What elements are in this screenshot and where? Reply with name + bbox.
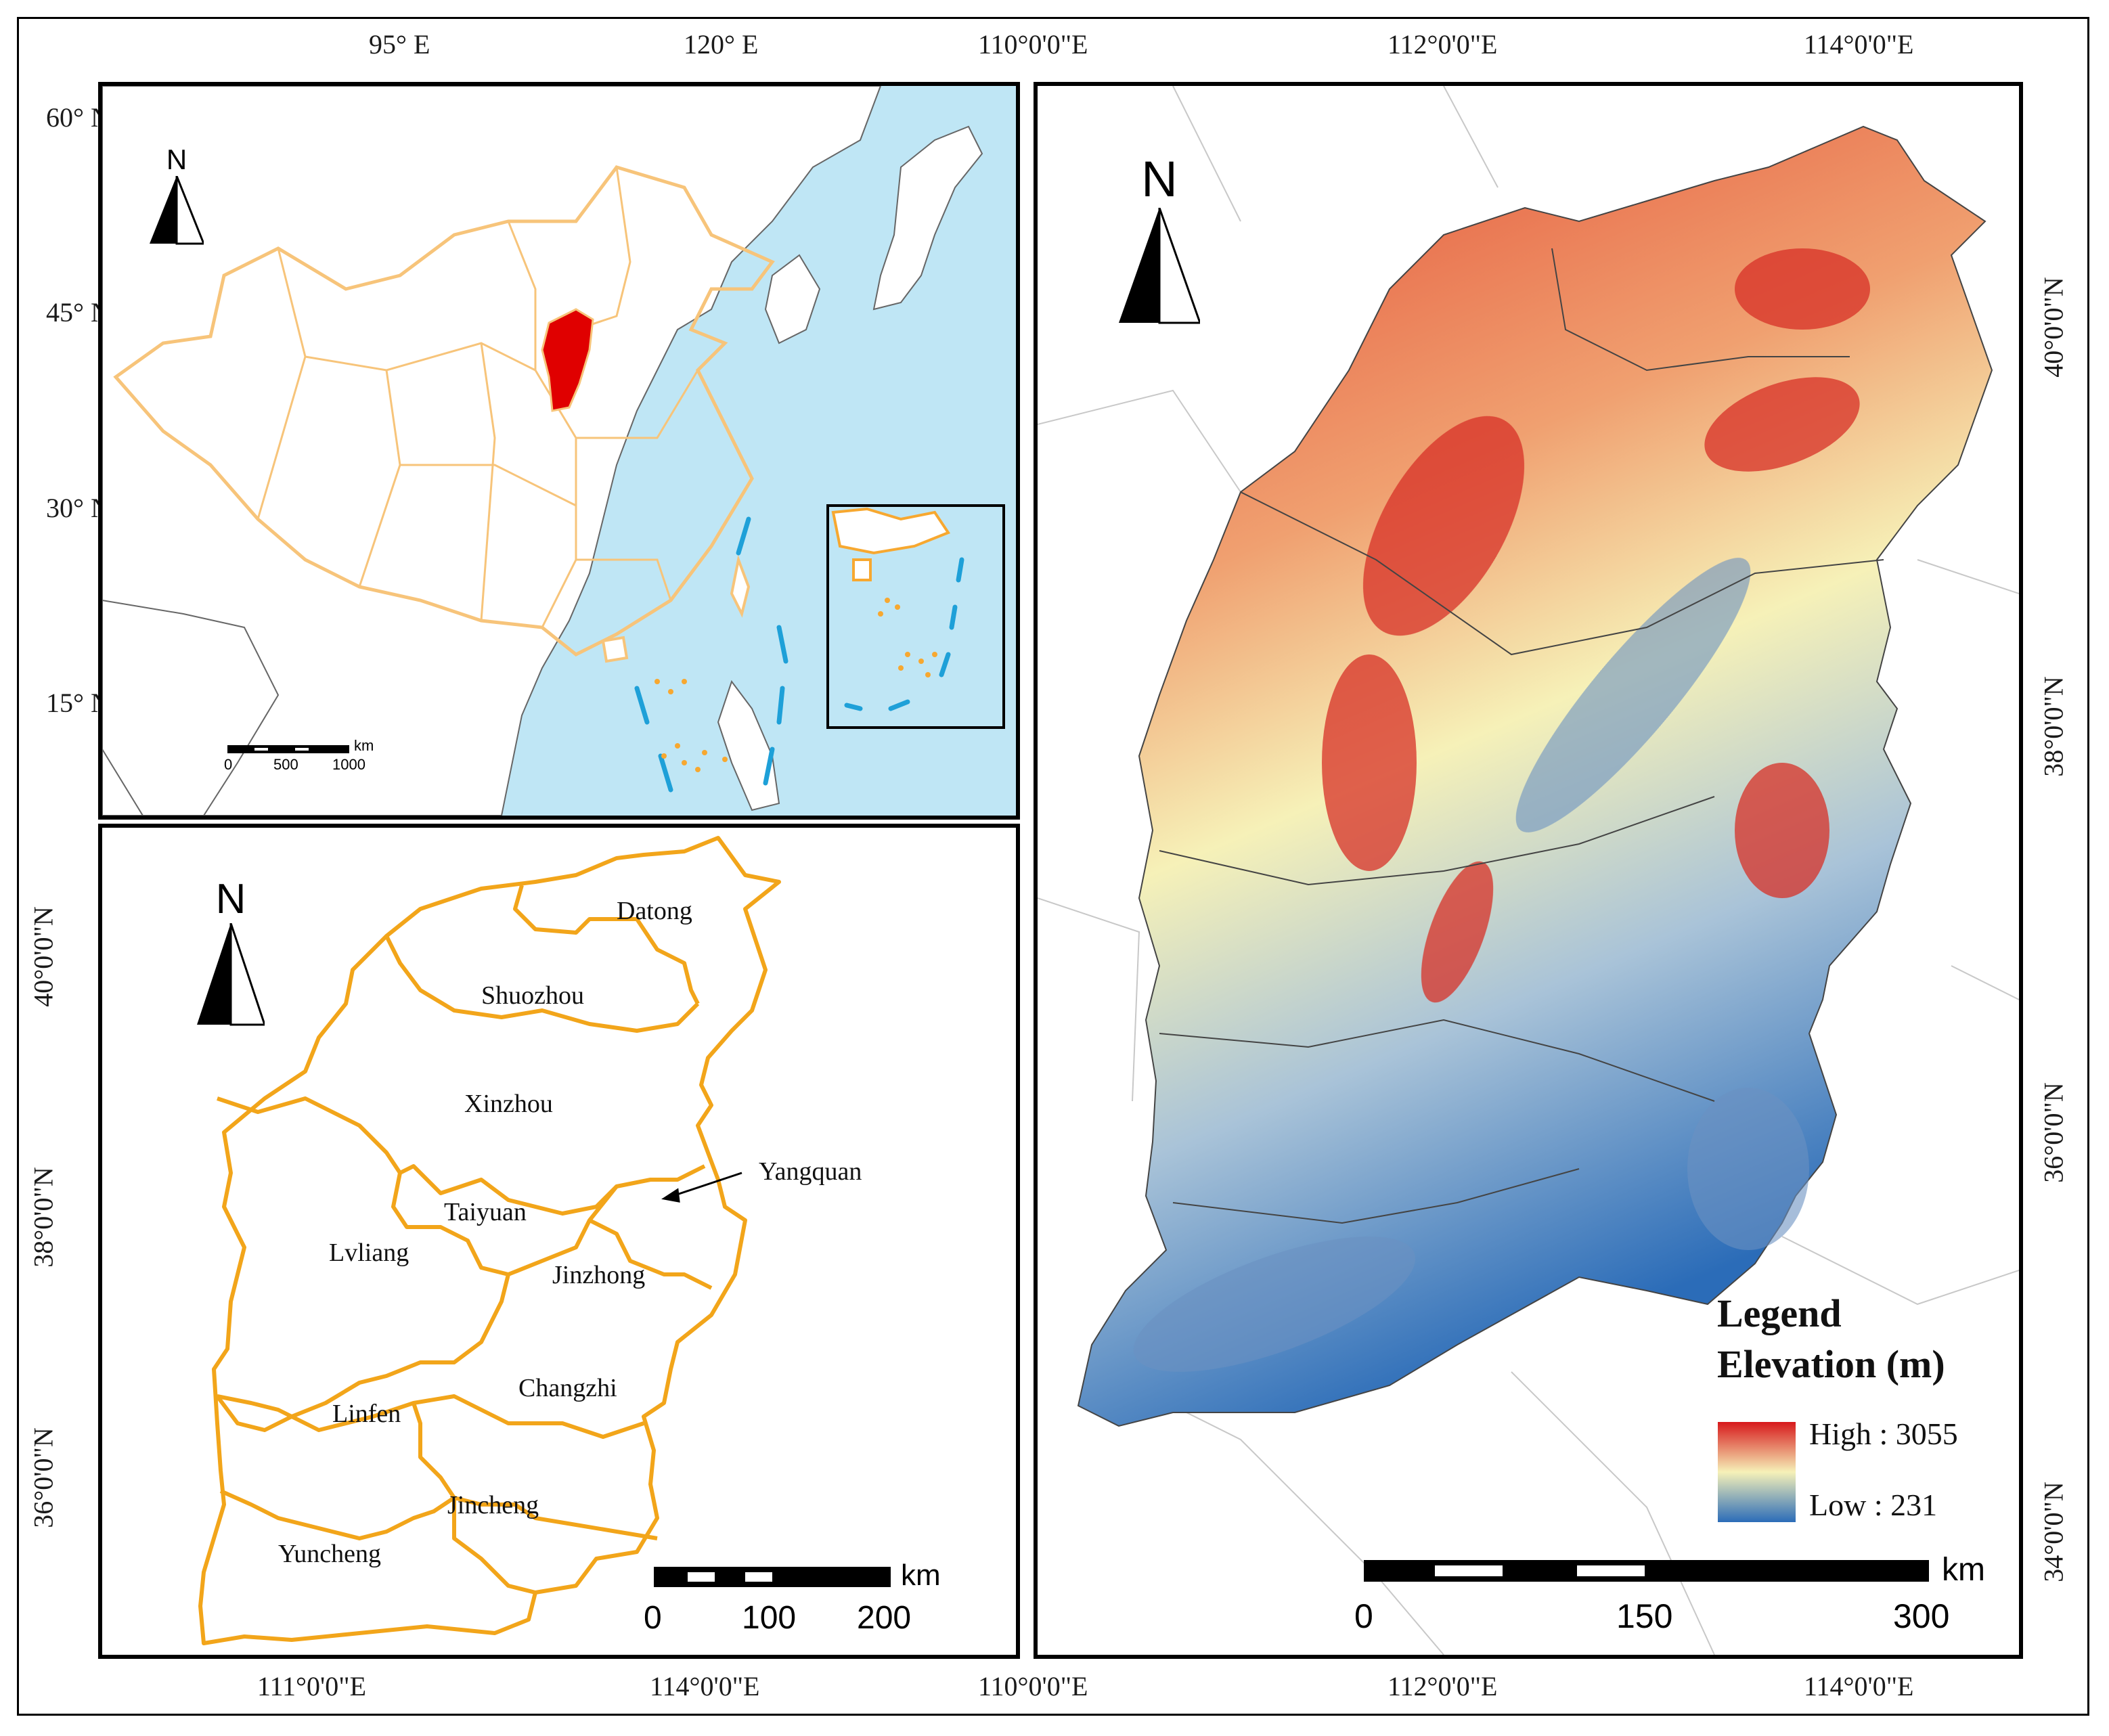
- china-scale-bar: [227, 742, 363, 756]
- shanxi-outline: [198, 836, 781, 1645]
- scale-unit: km: [901, 1559, 941, 1592]
- linfen-boundary: [215, 1395, 293, 1432]
- legend-high-label: High : 3055: [1809, 1417, 1958, 1451]
- scale-label-300: 300: [1893, 1597, 1950, 1635]
- north-arrow-label: N: [215, 876, 246, 922]
- china-outline: [113, 165, 775, 656]
- korea-landmass: [764, 254, 821, 344]
- south-china-sea-islands: [654, 679, 728, 772]
- north-arrow-dem: N: [1119, 150, 1200, 330]
- shanxi-cities-svg: Datong Shuozhou Xinzhou Yangquan Taiyuan…: [198, 836, 862, 1645]
- scale-unit: km: [354, 737, 374, 754]
- dem-bottom-tick-114e: 114°0'0"E: [1804, 1671, 1914, 1701]
- city-label-lvliang: Lvliang: [329, 1239, 409, 1267]
- city-label-taiyuan: Taiyuan: [444, 1198, 527, 1226]
- city-label-jincheng: Jincheng: [447, 1491, 539, 1519]
- dem-bottom-tick-112e: 112°0'0"E: [1388, 1671, 1498, 1701]
- jinzhong-east: [588, 1218, 713, 1290]
- lon-tick-114e: 114°0'0"E: [650, 1671, 760, 1701]
- china-map-svg: [102, 86, 1005, 816]
- lon-tick-120e: 120° E: [684, 29, 759, 60]
- datong-boundary: [513, 885, 700, 1005]
- dem-right-tick-34n: 34°0'0"N: [2038, 1482, 2069, 1582]
- lon-tick-111e: 111°0'0"E: [257, 1671, 366, 1701]
- scale-label-200: 200: [857, 1600, 912, 1636]
- lat-tick-38n: 38°0'0"N: [28, 1167, 59, 1268]
- scale-bar-graphic: [654, 1567, 891, 1587]
- dem-top-tick-114e: 114°0'0"E: [1804, 29, 1914, 60]
- city-label-shuozhou: Shuozhou: [481, 981, 584, 1010]
- scale-label-500: 500: [273, 756, 298, 773]
- city-boundaries: [1159, 248, 1884, 1224]
- city-label-linfen: Linfen: [332, 1400, 401, 1428]
- city-label-xinzhou: Xinzhou: [464, 1090, 553, 1118]
- dem-right-tick-38n: 38°0'0"N: [2038, 676, 2069, 777]
- dem-scale-bar: [1364, 1560, 1929, 1582]
- taiyuan-boundary: [391, 1172, 619, 1276]
- philippines-landmass: [717, 680, 780, 811]
- north-arrow-icon: [197, 923, 265, 1026]
- scale-label-100: 100: [742, 1600, 797, 1636]
- lat-tick-40n: 40°0'0"N: [28, 906, 59, 1007]
- north-arrow-shanxi: N: [197, 875, 265, 1031]
- shanxi-cities-map: Datong Shuozhou Xinzhou Yangquan Taiyuan…: [98, 824, 1020, 1659]
- north-arrow-label: N: [1141, 151, 1178, 207]
- city-label-changzhi: Changzhi: [518, 1374, 617, 1402]
- dem-top-tick-112e: 112°0'0"E: [1388, 29, 1498, 60]
- outer-frame: [17, 17, 2089, 1716]
- legend-title: Legend: [1717, 1291, 1842, 1335]
- city-label-yangquan: Yangquan: [759, 1157, 862, 1186]
- hainan-island: [601, 636, 629, 663]
- north-arrow-label: N: [166, 143, 187, 175]
- dem-bottom-tick-110e: 110°0'0"E: [978, 1671, 1088, 1701]
- japan-landmass: [872, 125, 983, 311]
- lat-tick-36n: 36°0'0"N: [28, 1427, 59, 1528]
- asia-landmass: [102, 86, 882, 816]
- scale-label-0: 0: [224, 756, 233, 773]
- north-arrow-icon: [1119, 208, 1200, 324]
- scale-label-0: 0: [644, 1600, 662, 1636]
- changzhi-boundary: [290, 1394, 644, 1439]
- legend-color-ramp: [1718, 1422, 1796, 1522]
- scale-label-150: 150: [1616, 1597, 1673, 1635]
- legend-low-label: Low : 231: [1809, 1488, 1938, 1522]
- scale-bar-graphic: [227, 745, 349, 753]
- nine-dash-line: [634, 516, 789, 793]
- shanxi-elevation-map: N Legend Elevation (m) High : 3055 Low :…: [1034, 82, 2023, 1659]
- north-arrow-icon: [150, 176, 204, 245]
- lon-tick-95e: 95° E: [369, 29, 430, 60]
- south-china-sea-inset: [826, 504, 1005, 729]
- taiwan-island: [730, 554, 751, 618]
- city-label-datong: Datong: [617, 897, 692, 925]
- changzhi-west: [412, 1402, 658, 1540]
- neighbor-boundaries: [1038, 86, 2019, 1655]
- yuncheng-boundary: [452, 1498, 536, 1595]
- dem-top-tick-110e: 110°0'0"E: [978, 29, 1088, 60]
- xinzhou-boundary: [217, 1096, 706, 1216]
- china-locator-map: N km 0 500 1000: [98, 82, 1020, 820]
- shanxi-highlight: [541, 308, 594, 412]
- legend-subtitle: Elevation (m): [1717, 1342, 1945, 1386]
- city-label-yuncheng: Yuncheng: [278, 1540, 381, 1568]
- india-landmass: [102, 599, 280, 816]
- shuozhou-boundary: [384, 935, 700, 1033]
- dem-right-tick-36n: 36°0'0"N: [2038, 1082, 2069, 1183]
- yangquan-arrow: [661, 1172, 742, 1203]
- shanxi-scale-bar: [654, 1565, 897, 1588]
- scale-unit: km: [1942, 1552, 1985, 1588]
- high-elevation-ridges: [1322, 248, 1870, 1003]
- basin-lowlands: [1133, 558, 1809, 1372]
- north-arrow-china: N: [150, 143, 204, 250]
- scale-label-1000: 1000: [332, 756, 365, 773]
- dem-right-tick-40n: 40°0'0"N: [2038, 277, 2069, 378]
- jinzhong-boundary: [217, 1274, 510, 1419]
- city-label-jinzhong: Jinzhong: [552, 1261, 645, 1289]
- jincheng-boundary: [219, 1489, 456, 1540]
- province-boundaries: [257, 166, 699, 628]
- scale-label-0: 0: [1354, 1597, 1373, 1635]
- elevation-map-svg: [1038, 86, 2019, 1655]
